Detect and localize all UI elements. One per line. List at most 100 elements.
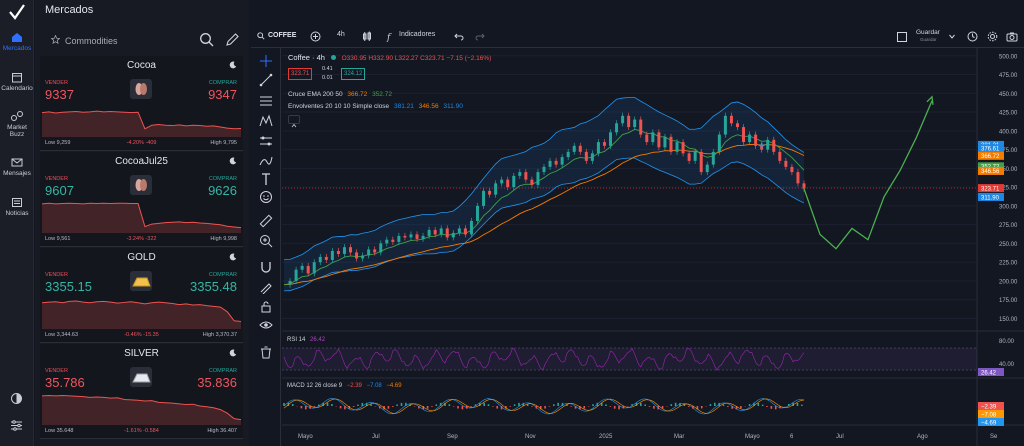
add-symbol-icon[interactable]: [310, 31, 321, 42]
macd-histogram-bar: [492, 406, 494, 407]
macd-legend: MACD 12 26 close 9 −2.39 −7.08 −4.69: [287, 383, 402, 389]
category-selector[interactable]: Commodities: [65, 36, 118, 46]
macd-histogram-bar: [435, 404, 438, 406]
macd-histogram-bar: [548, 406, 551, 407]
search-icon[interactable]: [199, 32, 214, 47]
emoji-icon[interactable]: [259, 190, 273, 204]
eye-icon[interactable]: [259, 318, 273, 332]
cocoa-bean-icon: [130, 175, 152, 195]
macd-histogram-bar: [779, 406, 781, 409]
buy-price[interactable]: 3355.48: [190, 279, 237, 294]
y-tick-label: 225.00: [999, 261, 1018, 267]
sell-price[interactable]: 35.786: [45, 375, 85, 390]
rail-item-market-buzz[interactable]: Market Buzz: [0, 110, 34, 138]
rsi-value-bg: [978, 368, 1004, 376]
buzz-icon: [11, 111, 23, 121]
sell-label: VENDER: [45, 272, 68, 278]
rail-item-mercados[interactable]: Mercados: [0, 32, 34, 52]
macd-histogram-bar: [644, 404, 646, 406]
buy-price[interactable]: 9347: [208, 87, 237, 102]
indicators-button[interactable]: Indicadores: [399, 31, 436, 38]
market-card[interactable]: SILVER VENDER COMPRAR 35.786 35.836 Low …: [40, 344, 243, 439]
x-tick-label: Jul: [836, 434, 844, 440]
chart-canvas[interactable]: 500.00 475.00 450.00 425.00 400.00 375.00 350.…: [282, 48, 1024, 446]
zoom-in-icon[interactable]: [259, 234, 273, 248]
macd-histogram-bar: [801, 404, 803, 406]
save-button[interactable]: Guardar: [916, 29, 940, 36]
candle-body: [705, 164, 709, 173]
envelope-band: [284, 97, 804, 291]
high-value: High 3,370.37: [202, 332, 237, 338]
app-logo[interactable]: [7, 3, 27, 21]
indicators-icon[interactable]: f: [386, 31, 396, 42]
buy-price[interactable]: 9626: [208, 183, 237, 198]
candle-body: [584, 151, 588, 161]
macd-axis-bg: [978, 418, 1004, 426]
price-label-bg: [978, 144, 1004, 153]
macd-histogram-bar: [748, 404, 751, 406]
candle-body: [735, 123, 739, 128]
rail-item-mensajes[interactable]: Mensajes: [0, 157, 34, 177]
interval-button[interactable]: 4h: [337, 31, 345, 38]
lock-draw-icon[interactable]: [259, 280, 273, 294]
macd-histogram-bar: [583, 406, 586, 409]
edit-icon[interactable]: [225, 32, 240, 47]
macd-histogram-bar: [513, 404, 516, 406]
macd-histogram-bar: [670, 404, 673, 406]
undo-icon[interactable]: [454, 32, 464, 41]
macd-histogram-bar: [344, 406, 346, 410]
pattern-icon[interactable]: [259, 114, 273, 128]
sell-price[interactable]: 9337: [45, 87, 74, 102]
collapse-legend-button[interactable]: [288, 115, 300, 128]
sell-price-box[interactable]: 323.71: [288, 68, 313, 80]
price-chart[interactable]: 500.00 475.00 450.00 425.00 400.00 375.00 350.…: [282, 48, 1024, 446]
theme-icon[interactable]: [10, 392, 23, 405]
candle-type-icon[interactable]: [362, 31, 372, 42]
market-card[interactable]: Cocoa VENDER COMPRAR 9337 9347 Low 9,259…: [40, 56, 243, 151]
crosshair-icon[interactable]: [259, 54, 273, 68]
candle-body: [536, 172, 540, 185]
settings-gear-icon[interactable]: [987, 31, 998, 42]
macd-histogram-bar: [574, 406, 577, 409]
macd-histogram-bar: [457, 406, 459, 409]
buy-price[interactable]: 35.836: [197, 375, 237, 390]
layout-icon[interactable]: [897, 32, 907, 42]
price-label-bg: [978, 151, 1004, 160]
magnet-icon[interactable]: [259, 260, 273, 274]
rail-item-calendario[interactable]: Calendario: [0, 72, 34, 92]
trendline-icon[interactable]: [259, 73, 273, 87]
market-name: Cocoa: [127, 60, 156, 71]
chevron-down-icon[interactable]: [949, 34, 955, 39]
settings-sliders-icon[interactable]: [10, 419, 23, 432]
ruler-icon[interactable]: [259, 214, 273, 228]
sell-price[interactable]: 3355.15: [45, 279, 92, 294]
redo-icon[interactable]: [475, 32, 485, 41]
lock-icon[interactable]: [259, 300, 273, 314]
macd-histogram-bar: [318, 404, 320, 406]
forecast-icon[interactable]: [259, 134, 273, 148]
candle-body: [590, 153, 594, 161]
symbol-search-icon[interactable]: [257, 32, 265, 40]
sell-price[interactable]: 9607: [45, 183, 74, 198]
alert-clock-icon[interactable]: [967, 31, 978, 42]
candle-body: [451, 232, 455, 238]
brush-icon[interactable]: [259, 154, 273, 168]
macd-histogram-bar: [396, 404, 398, 406]
macd-histogram-bar: [592, 404, 594, 406]
buy-price-box[interactable]: 324.12: [341, 68, 366, 80]
envelope-upper: [283, 97, 805, 261]
market-card[interactable]: GOLD VENDER COMPRAR 3355.15 3355.48 Low …: [40, 248, 243, 343]
sparkline-line: [42, 202, 241, 229]
market-card[interactable]: CocoaJul25 VENDER COMPRAR 9607 9626 Low …: [40, 152, 243, 247]
horizontal-lines-icon[interactable]: [259, 94, 273, 108]
star-icon[interactable]: [51, 35, 60, 44]
rail-item-noticias[interactable]: Noticias: [0, 197, 34, 217]
symbol-name[interactable]: COFFEE: [268, 32, 297, 39]
x-tick-label: Mayo: [745, 434, 760, 440]
candle-body: [294, 269, 298, 281]
camera-icon[interactable]: [1006, 31, 1018, 42]
trash-icon[interactable]: [259, 345, 273, 359]
text-icon[interactable]: [259, 172, 273, 186]
sparkline-line: [42, 395, 241, 421]
macd-label: MACD 12 26 close 9: [287, 383, 343, 389]
